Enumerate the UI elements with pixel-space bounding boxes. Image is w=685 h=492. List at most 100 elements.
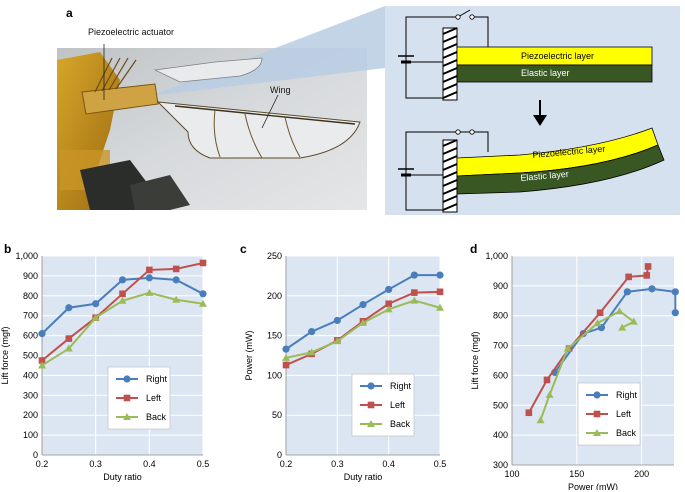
y-tick-label: 50 [272, 410, 282, 420]
data-point-right [38, 330, 46, 338]
circuit-bottom [398, 127, 665, 213]
data-point-right [385, 285, 393, 294]
series-back [38, 288, 207, 369]
chart-d: 300 400 500 600 700 800 900 1,000 100 150 200 Power… [470, 251, 679, 490]
y-tick-label: 100 [267, 370, 282, 380]
x-axis-label: Power (mW) [568, 482, 618, 490]
actuator-label: Piezoelectric actuator [88, 27, 175, 37]
legend-marker-right [123, 375, 131, 383]
data-point-back [199, 299, 207, 307]
elastic-layer-bottom [456, 144, 665, 195]
data-point-left [436, 288, 444, 296]
data-point-right [436, 271, 444, 279]
y-tick-label: 300 [23, 390, 38, 400]
data-point-back [64, 344, 73, 352]
y-tick-label: 0 [33, 450, 38, 460]
legend-label: Left [616, 409, 632, 419]
chart-c: 0 50 100 150 200 250 0.2 0.3 0.4 0.5 Duty ratio Pow… [244, 251, 447, 482]
data-point-left [596, 309, 604, 317]
legend-marker-back [367, 420, 375, 427]
data-point-back [629, 317, 638, 325]
data-point-back [359, 318, 367, 326]
y-tick-label: 1,000 [15, 251, 38, 261]
data-point-right [648, 285, 656, 293]
series-right [38, 274, 207, 338]
data-point-left [525, 409, 533, 417]
chart-b: 0 100 200 300 400 500 600 700 800 900 1,000 0.2 0.3 0… [0, 251, 210, 482]
x-tick-label: 200 [634, 469, 649, 479]
wing-label: Wing [270, 85, 291, 95]
data-point-left [146, 266, 153, 274]
x-tick-label: 0.4 [382, 459, 395, 469]
data-point-right [359, 300, 367, 309]
data-point-right [118, 276, 127, 284]
panel-a-photo [57, 6, 680, 215]
data-point-left [385, 300, 392, 308]
data-point-right [671, 288, 679, 296]
y-tick-label: 250 [267, 251, 282, 261]
y-tick-label: 100 [23, 430, 38, 440]
data-point-right [172, 276, 180, 284]
y-axis-label: Lift force (mgf) [0, 326, 10, 384]
actuator-bar [81, 83, 159, 115]
data-point-back [333, 337, 342, 345]
data-point-back [118, 296, 127, 304]
data-point-right [199, 290, 207, 298]
series-back [536, 307, 638, 424]
y-tick-label: 400 [493, 430, 508, 440]
panel-b-letter: b [4, 242, 12, 256]
data-point-back [38, 361, 46, 369]
data-point-right [65, 304, 73, 312]
data-point-left [38, 357, 46, 364]
data-point-left [411, 289, 418, 296]
data-point-right [623, 288, 631, 296]
data-point-left [644, 263, 652, 270]
x-tick-label: 100 [504, 469, 519, 479]
x-tick-label: 0.2 [280, 459, 293, 469]
data-point-back [307, 348, 316, 356]
data-point-right [282, 345, 290, 353]
y-tick-label: 0 [277, 450, 282, 460]
x-tick-label: 150 [569, 469, 584, 479]
y-tick-label: 200 [23, 410, 38, 420]
panel-a-letter: a [66, 6, 73, 20]
data-point-right [145, 274, 153, 282]
x-tick-label: 0.3 [89, 459, 102, 469]
y-tick-label: 150 [267, 331, 282, 341]
legend-label: Left [390, 400, 406, 410]
x-tick-label: 0.5 [434, 459, 447, 469]
data-point-left [119, 290, 126, 298]
legend-marker-left [367, 401, 375, 409]
legend-label: Back [616, 428, 637, 438]
x-tick-label: 0.4 [143, 459, 156, 469]
wing [156, 101, 361, 159]
legend-label: Right [390, 381, 412, 391]
y-tick-label: 300 [493, 460, 508, 470]
x-tick-label: 0.5 [197, 459, 210, 469]
legend-label: Right [616, 390, 638, 400]
x-axis-label: Duty ratio [103, 472, 142, 482]
panel-d-letter: d [470, 242, 478, 256]
data-point-back [145, 288, 154, 296]
legend-marker-right [367, 382, 375, 390]
data-point-right [308, 328, 316, 336]
y-tick-label: 900 [23, 271, 38, 281]
back-wing [153, 57, 263, 83]
legend-marker-left [123, 394, 131, 402]
y-axis-label: Power (mW) [244, 331, 254, 381]
x-tick-label: 0.3 [331, 459, 344, 469]
data-point-left [643, 272, 651, 279]
legend-marker-back [593, 429, 601, 436]
data-point-right [671, 309, 679, 317]
y-tick-label: 700 [493, 341, 508, 351]
legend-marker-back [123, 413, 131, 420]
data-point-back [563, 344, 572, 352]
x-axis-label: Duty ratio [344, 472, 383, 482]
legend-label: Back [390, 419, 411, 429]
piezo-label-top: Piezoelectric layer [521, 51, 595, 61]
y-tick-label: 700 [23, 311, 38, 321]
y-tick-label: 800 [23, 291, 38, 301]
data-point-back [172, 295, 181, 303]
down-arrow [533, 115, 547, 126]
data-point-back [282, 353, 290, 361]
